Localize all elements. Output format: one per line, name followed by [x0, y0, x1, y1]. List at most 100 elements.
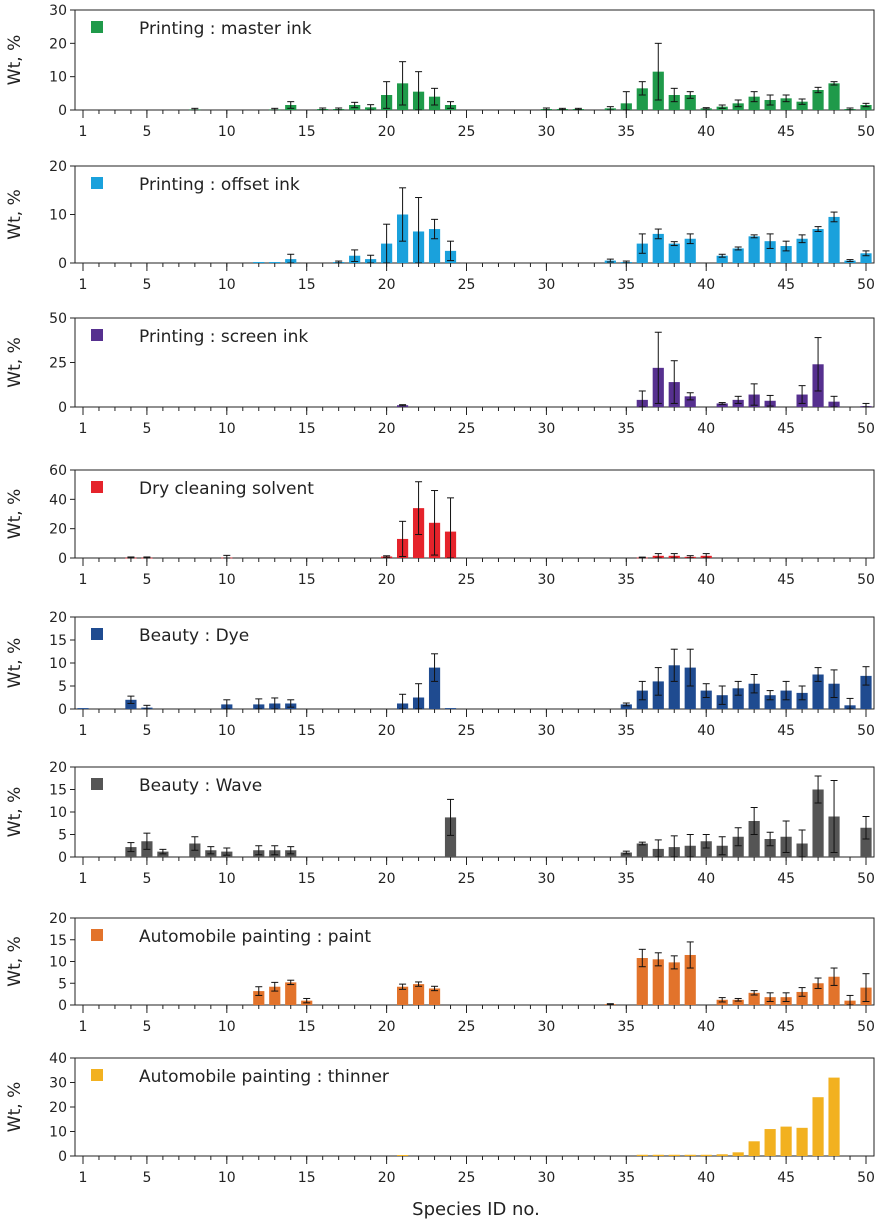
x-tick-label: 5 [142, 124, 151, 140]
y-tick-label: 40 [49, 1051, 67, 1067]
x-tick-label: 30 [537, 277, 555, 293]
x-tick-label: 50 [857, 277, 875, 293]
x-tick-label: 15 [298, 421, 316, 437]
x-tick-label: 20 [378, 277, 396, 293]
bar [652, 959, 664, 1005]
y-axis-title: Wt, % [5, 337, 25, 387]
x-tick-label: 20 [378, 124, 396, 140]
bar [812, 1097, 824, 1156]
bar [428, 667, 441, 709]
bar [636, 1154, 648, 1156]
bar [796, 1127, 808, 1156]
bar [668, 962, 680, 1005]
x-tick-label: 5 [142, 871, 151, 887]
x-tick-label: 40 [697, 277, 715, 293]
x-tick-label: 5 [142, 572, 151, 588]
y-tick-label: 20 [49, 911, 67, 927]
bar [684, 954, 696, 1005]
x-tick-label: 45 [777, 124, 795, 140]
y-axis-title: Wt, % [5, 189, 25, 239]
bar [636, 88, 648, 110]
x-tick-label: 1 [79, 1019, 88, 1035]
x-tick-label: 45 [777, 421, 795, 437]
x-tick-label: 1 [79, 421, 88, 437]
y-axis-title: Wt, % [5, 489, 25, 539]
bar [668, 243, 680, 263]
bar [444, 708, 457, 709]
legend-swatch [91, 481, 103, 493]
bar [700, 841, 712, 857]
x-tick-label: 40 [697, 1170, 715, 1186]
x-tick-label: 10 [218, 1019, 236, 1035]
y-tick-label: 15 [49, 933, 67, 949]
y-tick-label: 0 [58, 998, 67, 1014]
bar [668, 1154, 680, 1156]
y-tick-label: 5 [58, 828, 67, 844]
plot-frame [74, 9, 875, 111]
x-tick-label: 1 [79, 124, 88, 140]
x-tick-label: 1 [79, 871, 88, 887]
bar [668, 95, 680, 110]
x-tick-label: 50 [857, 572, 875, 588]
bar [668, 665, 680, 709]
x-tick-label: 50 [857, 1019, 875, 1035]
y-tick-label: 10 [49, 656, 67, 672]
bar [716, 1154, 728, 1156]
y-tick-label: 20 [49, 159, 67, 175]
bar [396, 1155, 409, 1156]
bar [285, 982, 297, 1005]
y-tick-label: 10 [49, 1125, 67, 1141]
x-tick-label: 10 [218, 124, 236, 140]
y-tick-label: 0 [58, 702, 67, 718]
legend-swatch [91, 778, 103, 790]
bar [748, 821, 760, 857]
x-tick-label: 15 [298, 1019, 316, 1035]
legend-label: Automobile painting : paint [139, 927, 371, 947]
bar [269, 262, 281, 263]
y-tick-label: 10 [49, 70, 67, 86]
bar [620, 852, 632, 857]
x-tick-label: 40 [697, 124, 715, 140]
x-tick-label: 1 [79, 1170, 88, 1186]
x-tick-label: 10 [218, 1170, 236, 1186]
y-tick-label: 10 [49, 805, 67, 821]
x-tick-label: 15 [298, 277, 316, 293]
x-tick-label: 30 [537, 572, 555, 588]
y-tick-label: 0 [58, 551, 67, 567]
y-axis-title: Wt, % [5, 936, 25, 986]
legend-swatch [91, 21, 103, 33]
bar [636, 843, 648, 857]
x-tick-label: 50 [857, 871, 875, 887]
bar [412, 984, 425, 1005]
x-tick-label: 25 [458, 572, 476, 588]
bar [812, 789, 824, 857]
bar [748, 683, 760, 709]
y-tick-label: 40 [49, 492, 67, 508]
legend-label: Dry cleaning solvent [139, 479, 314, 499]
x-tick-label: 25 [458, 277, 476, 293]
x-tick-label: 50 [857, 124, 875, 140]
bar [780, 246, 792, 263]
x-tick-label: 5 [142, 1019, 151, 1035]
x-tick-label: 35 [617, 1170, 635, 1186]
x-tick-label: 25 [458, 1019, 476, 1035]
x-tick-label: 10 [218, 421, 236, 437]
x-tick-label: 45 [777, 723, 795, 739]
x-tick-label: 35 [617, 421, 635, 437]
y-tick-label: 50 [49, 311, 67, 327]
y-axis-title: Wt, % [5, 35, 25, 85]
bar [828, 216, 840, 263]
x-tick-label: 10 [218, 277, 236, 293]
x-tick-label: 50 [857, 723, 875, 739]
x-tick-label: 10 [218, 871, 236, 887]
bar [700, 1154, 712, 1156]
bar [652, 1154, 664, 1156]
bar [716, 403, 728, 407]
x-tick-label: 25 [458, 124, 476, 140]
x-tick-label: 40 [697, 572, 715, 588]
bar [796, 991, 808, 1005]
